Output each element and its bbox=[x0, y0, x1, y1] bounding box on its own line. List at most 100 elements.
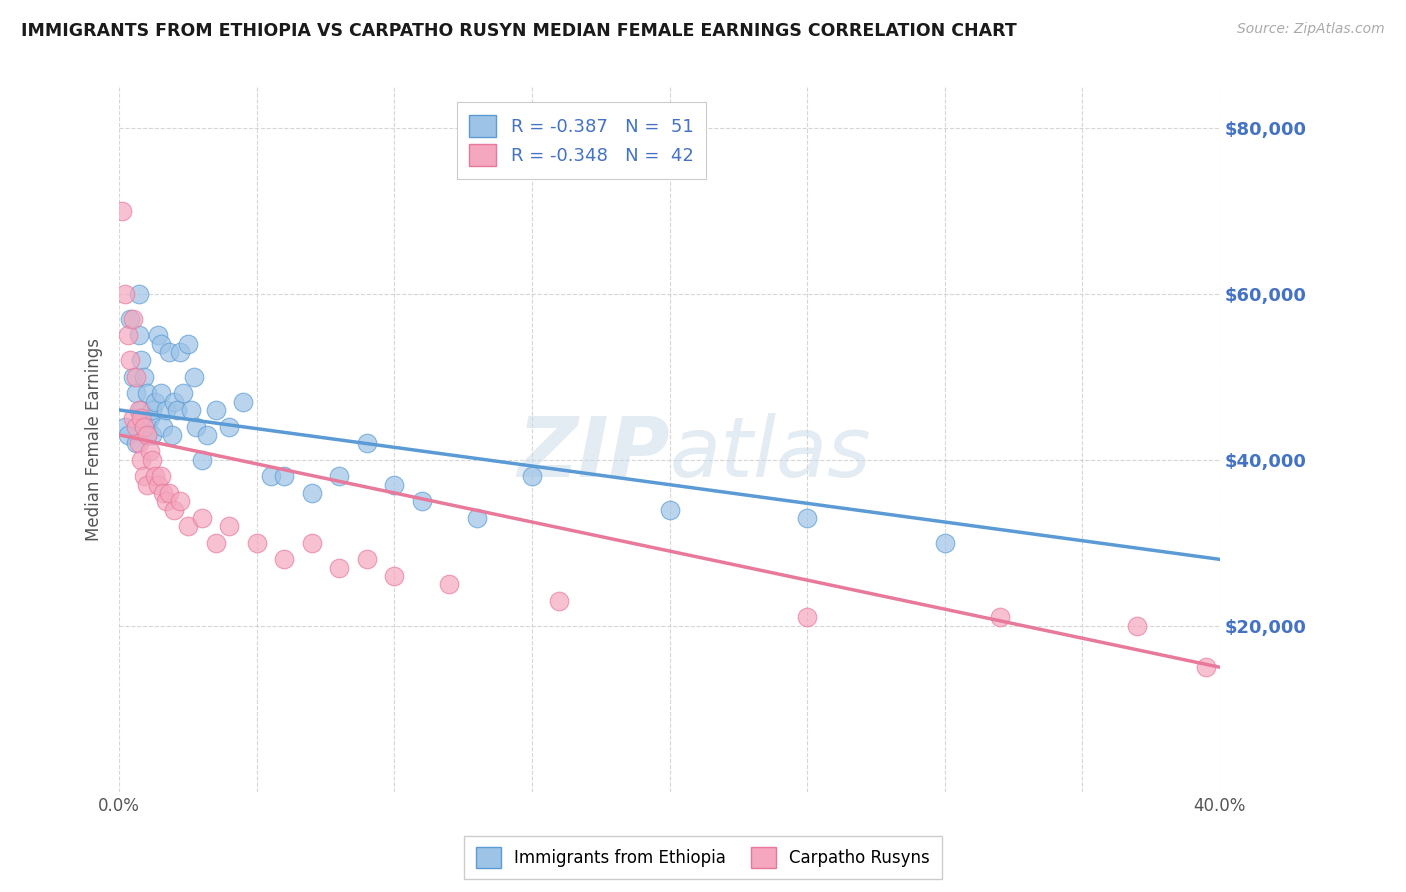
Point bbox=[122, 369, 145, 384]
Point bbox=[132, 369, 155, 384]
Point bbox=[169, 345, 191, 359]
Point bbox=[141, 428, 163, 442]
Point bbox=[129, 452, 152, 467]
Point bbox=[146, 477, 169, 491]
Point bbox=[166, 403, 188, 417]
Point bbox=[273, 469, 295, 483]
Point bbox=[132, 419, 155, 434]
Point bbox=[191, 452, 214, 467]
Point bbox=[796, 511, 818, 525]
Point bbox=[135, 386, 157, 401]
Point bbox=[141, 452, 163, 467]
Point bbox=[135, 419, 157, 434]
Point bbox=[172, 386, 194, 401]
Point bbox=[259, 469, 281, 483]
Point bbox=[128, 436, 150, 450]
Point bbox=[149, 336, 172, 351]
Point bbox=[384, 477, 406, 491]
Point bbox=[163, 502, 186, 516]
Point bbox=[356, 436, 378, 450]
Legend: Immigrants from Ethiopia, Carpatho Rusyns: Immigrants from Ethiopia, Carpatho Rusyn… bbox=[464, 836, 942, 880]
Point bbox=[152, 419, 174, 434]
Point bbox=[246, 535, 269, 549]
Point bbox=[114, 286, 136, 301]
Point bbox=[163, 394, 186, 409]
Point bbox=[138, 411, 160, 425]
Point bbox=[143, 394, 166, 409]
Point bbox=[117, 328, 139, 343]
Point bbox=[157, 345, 180, 359]
Point bbox=[135, 428, 157, 442]
Point bbox=[152, 486, 174, 500]
Y-axis label: Median Female Earnings: Median Female Earnings bbox=[86, 337, 103, 541]
Legend: R = -0.387   N =  51, R = -0.348   N =  42: R = -0.387 N = 51, R = -0.348 N = 42 bbox=[457, 103, 706, 179]
Point bbox=[129, 353, 152, 368]
Point bbox=[157, 486, 180, 500]
Point bbox=[169, 494, 191, 508]
Point bbox=[146, 328, 169, 343]
Point bbox=[149, 386, 172, 401]
Point bbox=[128, 403, 150, 417]
Point bbox=[183, 369, 205, 384]
Point bbox=[125, 436, 148, 450]
Point bbox=[411, 494, 433, 508]
Point bbox=[186, 419, 208, 434]
Point bbox=[384, 569, 406, 583]
Text: IMMIGRANTS FROM ETHIOPIA VS CARPATHO RUSYN MEDIAN FEMALE EARNINGS CORRELATION CH: IMMIGRANTS FROM ETHIOPIA VS CARPATHO RUS… bbox=[21, 22, 1017, 40]
Point bbox=[658, 502, 681, 516]
Point bbox=[143, 469, 166, 483]
Point bbox=[465, 511, 488, 525]
Point bbox=[120, 311, 142, 326]
Point bbox=[520, 469, 543, 483]
Point bbox=[301, 535, 323, 549]
Point bbox=[125, 386, 148, 401]
Point bbox=[135, 477, 157, 491]
Point bbox=[328, 560, 350, 574]
Point bbox=[273, 552, 295, 566]
Text: ZIP: ZIP bbox=[517, 413, 669, 493]
Point bbox=[155, 403, 177, 417]
Point bbox=[1195, 660, 1218, 674]
Point bbox=[796, 610, 818, 624]
Point bbox=[180, 403, 202, 417]
Point bbox=[1126, 618, 1149, 632]
Point bbox=[195, 428, 218, 442]
Point bbox=[191, 511, 214, 525]
Point bbox=[155, 494, 177, 508]
Point bbox=[128, 286, 150, 301]
Point bbox=[111, 203, 134, 218]
Text: Source: ZipAtlas.com: Source: ZipAtlas.com bbox=[1237, 22, 1385, 37]
Point bbox=[132, 419, 155, 434]
Point bbox=[177, 336, 200, 351]
Point bbox=[138, 444, 160, 458]
Text: atlas: atlas bbox=[669, 413, 872, 493]
Point bbox=[356, 552, 378, 566]
Point bbox=[218, 519, 240, 533]
Point bbox=[114, 419, 136, 434]
Point bbox=[439, 577, 461, 591]
Point bbox=[120, 353, 142, 368]
Point bbox=[129, 411, 152, 425]
Point bbox=[128, 328, 150, 343]
Point bbox=[125, 369, 148, 384]
Point bbox=[141, 403, 163, 417]
Point bbox=[988, 610, 1011, 624]
Point bbox=[301, 486, 323, 500]
Point bbox=[122, 311, 145, 326]
Point bbox=[328, 469, 350, 483]
Point bbox=[132, 469, 155, 483]
Point bbox=[117, 428, 139, 442]
Point bbox=[232, 394, 254, 409]
Point bbox=[204, 535, 226, 549]
Point bbox=[135, 428, 157, 442]
Point bbox=[218, 419, 240, 434]
Point bbox=[160, 428, 183, 442]
Point bbox=[129, 403, 152, 417]
Point bbox=[177, 519, 200, 533]
Point bbox=[125, 419, 148, 434]
Point bbox=[204, 403, 226, 417]
Point bbox=[149, 469, 172, 483]
Point bbox=[934, 535, 956, 549]
Point bbox=[548, 594, 571, 608]
Point bbox=[122, 411, 145, 425]
